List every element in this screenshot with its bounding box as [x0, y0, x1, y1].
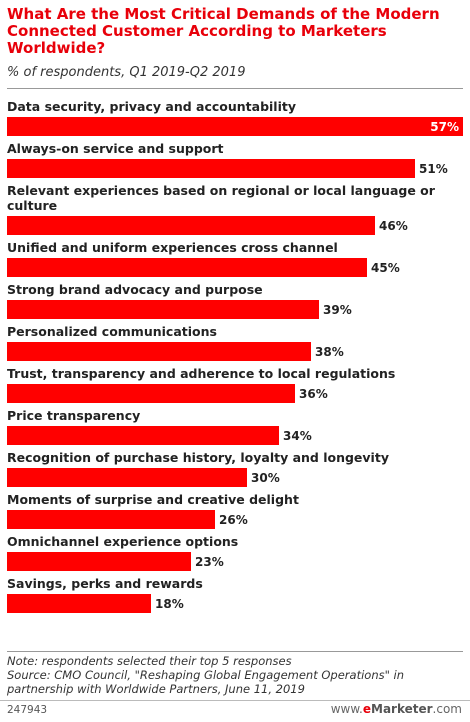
- value-label: 34%: [283, 429, 312, 443]
- footer-divider: [0, 700, 470, 701]
- bar: [7, 510, 215, 529]
- category-label: Trust, transparency and adherence to loc…: [7, 366, 395, 381]
- bar: [7, 258, 367, 277]
- value-label: 39%: [323, 303, 352, 317]
- bar: [7, 384, 295, 403]
- category-label: Relevant experiences based on regional o…: [7, 183, 436, 198]
- value-label: 57%: [430, 120, 459, 134]
- bar: [7, 552, 191, 571]
- brand-e: e: [362, 702, 371, 716]
- bar: [7, 300, 319, 319]
- brand-name: Marketer: [371, 702, 433, 716]
- emarketer-brand: www.eMarketer.com: [331, 702, 462, 716]
- value-label: 23%: [195, 555, 224, 569]
- category-label: Omnichannel experience options: [7, 534, 238, 549]
- source-line-2: partnership with Worldwide Partners, Jun…: [7, 682, 305, 696]
- category-label: Moments of surprise and creative delight: [7, 492, 299, 507]
- bottom-divider: [7, 651, 463, 652]
- bar: [7, 468, 247, 487]
- category-label: Recognition of purchase history, loyalty…: [7, 450, 389, 465]
- value-label: 30%: [251, 471, 280, 485]
- chart-id: 247943: [7, 704, 48, 716]
- bar: [7, 426, 279, 445]
- category-label: culture: [7, 198, 57, 213]
- category-label: Savings, perks and rewards: [7, 576, 203, 591]
- value-label: 36%: [299, 387, 328, 401]
- value-label: 51%: [419, 162, 448, 176]
- category-label: Price transparency: [7, 408, 140, 423]
- category-label: Personalized communications: [7, 324, 217, 339]
- category-label: Data security, privacy and accountabilit…: [7, 99, 296, 114]
- chart-title: What Are the Most Critical Demands of th…: [7, 5, 440, 57]
- bar: [7, 594, 151, 613]
- bar-chart: Data security, privacy and accountabilit…: [7, 99, 463, 613]
- category-label: Always-on service and support: [7, 141, 224, 156]
- value-label: 38%: [315, 345, 344, 359]
- note-text: Note: respondents selected their top 5 r…: [7, 654, 292, 668]
- top-divider: [7, 88, 463, 89]
- bar: [7, 159, 415, 178]
- bar: [7, 216, 375, 235]
- category-label: Unified and uniform experiences cross ch…: [7, 240, 338, 255]
- value-label: 46%: [379, 219, 408, 233]
- brand-suffix: .com: [432, 702, 462, 716]
- brand-prefix: www.: [330, 702, 363, 716]
- source-line-1: Source: CMO Council, "Reshaping Global E…: [7, 668, 405, 682]
- value-label: 45%: [371, 261, 400, 275]
- chart-footnote: Note: respondents selected their top 5 r…: [7, 654, 463, 696]
- value-label: 18%: [155, 597, 184, 611]
- bar: [7, 117, 463, 136]
- chart-subtitle: % of respondents, Q1 2019-Q2 2019: [7, 65, 246, 80]
- value-label: 26%: [219, 513, 248, 527]
- category-label: Strong brand advocacy and purpose: [7, 282, 263, 297]
- bar: [7, 342, 311, 361]
